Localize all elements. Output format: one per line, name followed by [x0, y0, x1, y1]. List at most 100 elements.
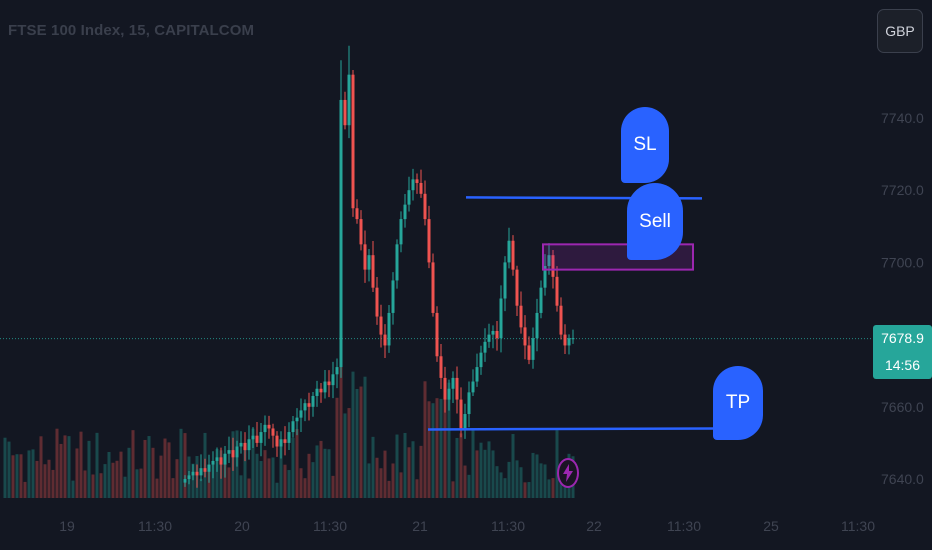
volume-bar — [251, 428, 255, 498]
candle-body — [351, 74, 355, 209]
candle-body — [231, 450, 235, 458]
price-tick-label: 7740.0 — [881, 110, 924, 126]
volume-bar — [511, 434, 515, 498]
time-tick-label: 11:30 — [667, 518, 701, 534]
time-tick-label: 11:30 — [138, 518, 172, 534]
candle-body — [487, 334, 491, 342]
volume-bar — [307, 453, 311, 498]
price-tick-label: 7720.0 — [881, 182, 924, 198]
volume-bar — [471, 428, 475, 498]
candle-body — [243, 442, 247, 451]
time-tick-label: 20 — [234, 518, 250, 534]
volume-bar — [167, 442, 171, 498]
volume-bar — [431, 403, 435, 498]
time-tick-label: 11:30 — [491, 518, 525, 534]
candle-body — [359, 219, 363, 245]
price-tick-label: 7700.0 — [881, 254, 924, 270]
candle-body — [403, 204, 407, 220]
volume-bar — [299, 468, 303, 498]
candle-body — [431, 262, 435, 313]
candle-body — [555, 276, 559, 306]
volume-bar — [523, 482, 527, 498]
volume-bar — [427, 401, 431, 498]
volume-bar — [279, 442, 283, 498]
candle-body — [519, 305, 523, 328]
candle-body — [375, 287, 379, 317]
volume-bar — [371, 436, 375, 498]
volume-bar — [343, 413, 347, 498]
volume-bar — [499, 472, 503, 498]
sell-annotation[interactable]: Sell — [627, 183, 683, 260]
candle-body — [223, 453, 227, 465]
candle-body — [295, 417, 299, 422]
candle-body — [495, 330, 499, 339]
candle-body — [287, 432, 291, 443]
volume-bar — [351, 371, 355, 498]
candle-body — [567, 338, 571, 346]
volume-bar — [147, 436, 151, 498]
candle-body — [383, 334, 387, 346]
candle-body — [219, 457, 223, 465]
volume-bar — [211, 464, 215, 498]
candle-body — [255, 435, 259, 443]
volume-bar — [491, 450, 495, 498]
candle-body — [531, 338, 535, 360]
volume-bar — [19, 454, 23, 498]
volume-bar — [27, 450, 31, 498]
volume-bar — [555, 430, 559, 498]
candle-body — [475, 367, 479, 382]
candle-body — [467, 392, 471, 415]
currency-button[interactable]: GBP — [877, 9, 923, 53]
volume-bar — [323, 448, 327, 498]
candle-body — [571, 338, 575, 340]
volume-bar — [119, 451, 123, 498]
volume-bar — [355, 388, 359, 498]
candle-body — [535, 312, 539, 339]
tp-annotation[interactable]: TP — [713, 366, 763, 440]
volume-bar — [455, 437, 459, 498]
candle-body — [319, 388, 323, 393]
candle-body — [371, 255, 375, 288]
volume-bar — [467, 474, 471, 498]
volume-bar — [103, 464, 107, 498]
candle-body — [471, 381, 475, 393]
volume-bar — [403, 432, 407, 498]
volume-bar — [347, 408, 351, 498]
volume-bar — [531, 452, 535, 498]
volume-bar — [375, 457, 379, 498]
lightning-bolt-icon[interactable] — [557, 458, 579, 488]
volume-bar — [411, 441, 415, 498]
candle-body — [263, 424, 267, 433]
volume-bar — [151, 447, 155, 498]
candle-body — [507, 240, 511, 263]
sl-annotation[interactable]: SL — [621, 107, 669, 183]
volume-bar — [239, 475, 243, 498]
candle-body — [343, 99, 347, 126]
candle-body — [207, 464, 211, 472]
candle-body — [355, 208, 359, 220]
candle-body — [215, 457, 219, 461]
candle-body — [515, 269, 519, 306]
candle-body — [459, 399, 463, 429]
time-axis-bg — [0, 512, 932, 550]
volume-bar — [415, 479, 419, 498]
candle-body — [491, 330, 495, 335]
volume-bar — [335, 397, 339, 498]
volume-bar — [47, 459, 51, 498]
candle-body — [367, 255, 371, 270]
candle-body — [443, 377, 447, 400]
candle-body — [463, 414, 467, 429]
price-candles — [183, 45, 575, 488]
volume-bar — [319, 440, 323, 498]
volume-bar — [175, 459, 179, 498]
candle-body — [339, 99, 343, 368]
volume-bar — [359, 386, 363, 498]
volume-bar — [551, 478, 555, 498]
volume-bar — [15, 454, 19, 498]
candle-body — [311, 395, 315, 407]
time-tick-label: 21 — [412, 518, 428, 534]
price-tick-label: 7640.0 — [881, 471, 924, 487]
candle-body — [435, 312, 439, 357]
candle-body — [187, 475, 191, 479]
